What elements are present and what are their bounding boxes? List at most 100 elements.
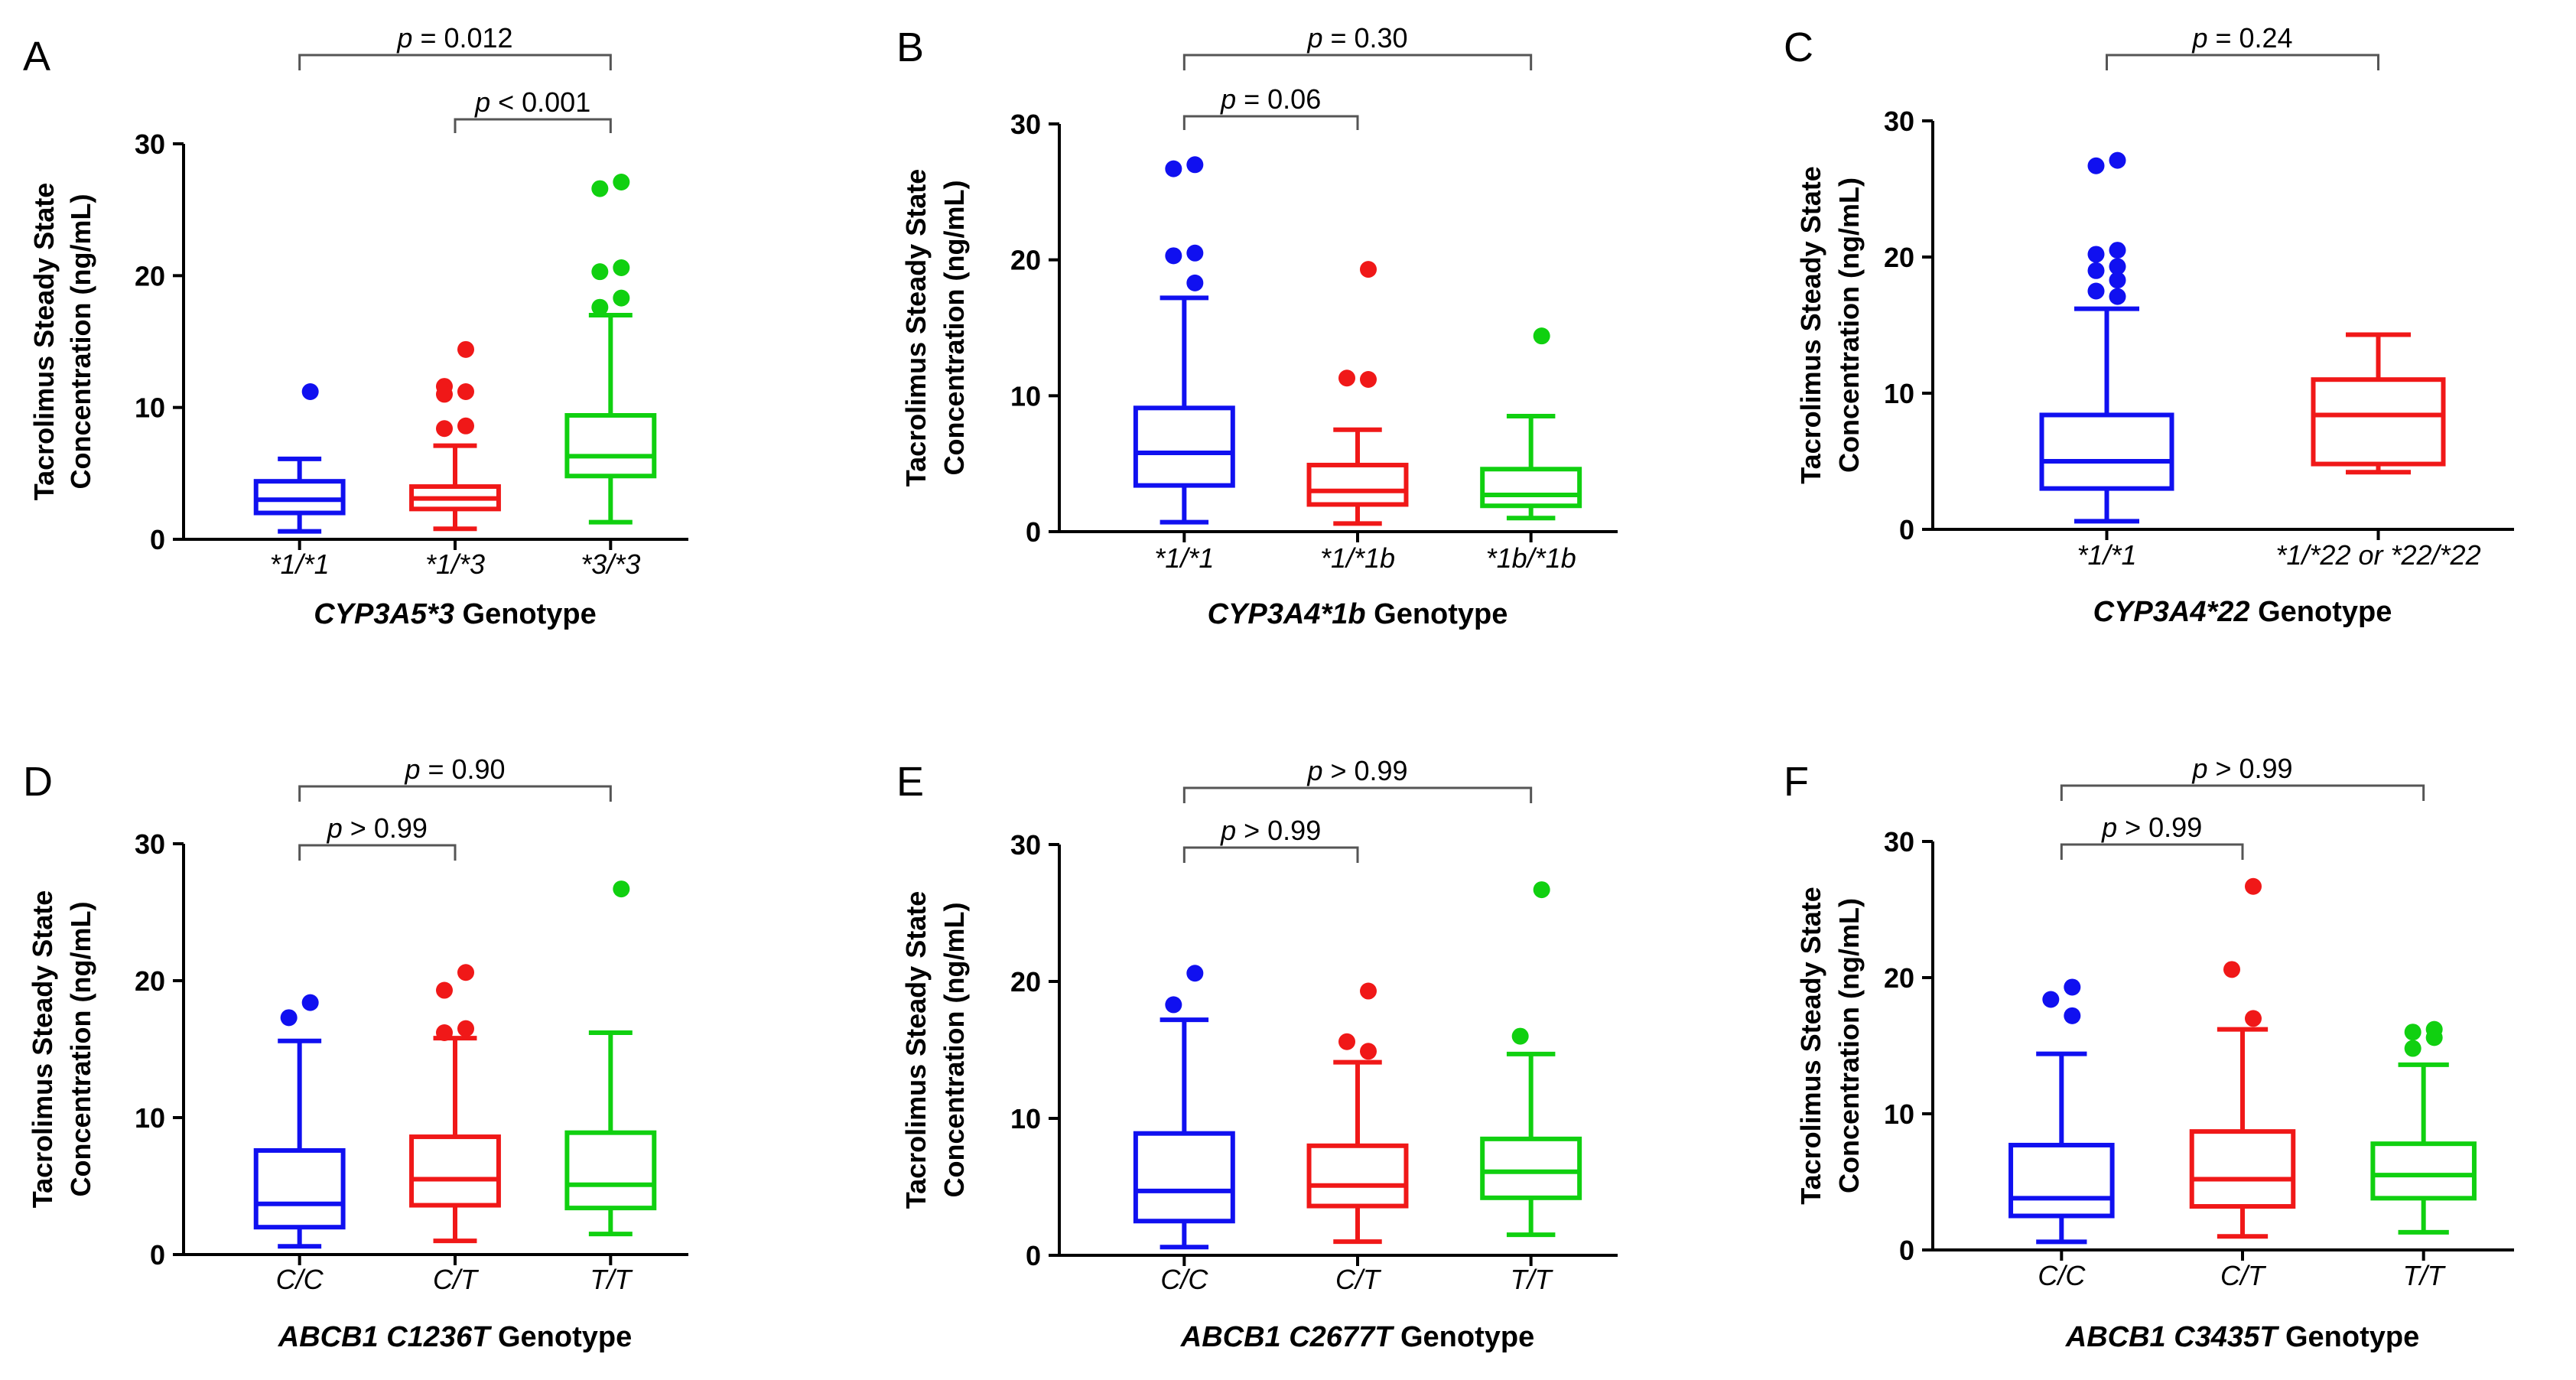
box-iqr: [253, 479, 346, 516]
x-axis-label-suffix: Genotype: [1366, 598, 1508, 630]
outlier-point: [1165, 247, 1182, 265]
y-axis-label: Concentration (ng/mL): [938, 181, 970, 476]
p-value: > 0.99: [2117, 812, 2202, 843]
box-iqr: [1133, 405, 1235, 488]
x-axis-label-suffix: Genotype: [2277, 1321, 2419, 1353]
x-tick-label: *3/*3: [581, 548, 640, 580]
x-axis-label-suffix: Genotype: [454, 598, 597, 630]
outlier-point: [457, 417, 474, 435]
outlier-point: [1165, 160, 1182, 177]
box-iqr: [2008, 1142, 2115, 1219]
panel-a: A Tacrolimus Steady State Concentration (n…: [23, 22, 688, 630]
y-tick-label: 20: [1884, 242, 1914, 273]
panel-letter: D: [23, 759, 53, 805]
panel-letter: A: [23, 34, 50, 80]
bracket-line: [454, 118, 612, 133]
outlier-point: [2087, 262, 2105, 279]
p-symbol: p: [474, 86, 490, 118]
p-symbol: p: [396, 22, 412, 54]
outlier-point: [2109, 272, 2126, 289]
outlier-point: [1186, 244, 1204, 262]
outlier-point: [1186, 156, 1204, 174]
significance-bracket: p = 0.30: [1182, 22, 1533, 70]
y-tick-label: 20: [135, 965, 165, 997]
y-axis-label: Concentration (ng/mL): [65, 902, 96, 1197]
y-tick-label: 10: [1010, 380, 1041, 412]
x-tick-label: T/T: [590, 1264, 633, 1295]
outlier-point: [2223, 961, 2240, 978]
outlier-point: [457, 964, 474, 981]
outlier-point: [1533, 327, 1550, 345]
x-tick-label: C/T: [1335, 1264, 1382, 1295]
p-value: = 0.06: [1236, 83, 1321, 115]
x-tick-label: *1b/*1b: [1486, 542, 1576, 574]
box-iqr: [409, 1134, 501, 1208]
outlier-point: [2404, 1040, 2422, 1057]
y-tick-label: 10: [135, 392, 165, 424]
x-axis-label-gene: ABCB1 C1236T: [278, 1321, 492, 1353]
significance-bracket: p = 0.24: [2106, 22, 2379, 70]
significance-bracket: p = 0.90: [298, 753, 612, 802]
outlier-point: [2425, 1029, 2443, 1046]
p-value: = 0.30: [1322, 22, 1407, 54]
x-axis-label: CYP3A4*22 Genotype: [2093, 596, 2392, 628]
panel-letter: C: [1784, 24, 1813, 70]
outlier-point: [2245, 1010, 2262, 1027]
p-symbol: p: [1306, 22, 1322, 54]
p-symbol: p: [2191, 753, 2207, 784]
y-axis-label: Concentration (ng/mL): [1833, 898, 1865, 1193]
significance-bracket: p > 0.99: [2060, 753, 2425, 801]
y-axis-label: Tacrolimus Steady State: [28, 183, 60, 500]
significance-bracket: p > 0.99: [1182, 755, 1533, 803]
x-axis-label: ABCB1 C1236T Genotype: [278, 1321, 632, 1353]
x-axis-label-suffix: Genotype: [1392, 1321, 1534, 1353]
y-axis-label: Concentration (ng/mL): [938, 903, 970, 1198]
x-tick-label: C/T: [433, 1264, 480, 1295]
box-iqr: [2370, 1141, 2477, 1201]
p-value-label: p > 0.99: [2191, 753, 2292, 784]
bracket-line: [298, 54, 612, 70]
box-iqr: [1133, 1131, 1235, 1224]
panel-b: B Tacrolimus Steady State Concentration (n…: [896, 22, 1618, 630]
y-tick-label: 20: [1010, 966, 1041, 998]
outlier-point: [591, 263, 609, 281]
y-tick-label: 30: [1884, 106, 1914, 137]
box-red: [2311, 332, 2446, 475]
x-axis-label-suffix: Genotype: [490, 1321, 632, 1353]
significance-bracket: p < 0.001: [454, 86, 612, 133]
outlier-point: [1186, 274, 1204, 291]
y-tick-label: 20: [135, 260, 165, 291]
y-axis-label: Concentration (ng/mL): [1833, 177, 1865, 473]
outlier-point: [436, 386, 453, 403]
y-tick-label: 10: [1884, 1098, 1914, 1130]
outlier-point: [1338, 369, 1355, 387]
p-value-label: p = 0.90: [404, 753, 505, 785]
x-tick-label: C/C: [276, 1264, 324, 1295]
significance-bracket: p > 0.99: [1182, 815, 1359, 863]
p-value: > 0.99: [343, 812, 428, 844]
y-tick-label: 10: [1884, 378, 1914, 409]
x-axis-label: ABCB1 C3435T Genotype: [2065, 1321, 2419, 1353]
bracket-line: [1182, 846, 1359, 863]
box-green: [2370, 1020, 2477, 1235]
x-axis-label-gene: CYP3A4*1b: [1208, 598, 1366, 630]
x-tick-label: C/T: [2220, 1260, 2267, 1291]
y-tick-label: 10: [135, 1102, 165, 1134]
box-blue: [2039, 151, 2174, 524]
bracket-line: [2106, 54, 2379, 70]
p-value-label: p > 0.99: [1220, 815, 1321, 846]
p-value: > 0.99: [1236, 815, 1321, 846]
x-tick-label: T/T: [1511, 1264, 1554, 1295]
outlier-point: [280, 1009, 298, 1027]
box-iqr: [564, 1130, 657, 1211]
box-blue: [1133, 156, 1235, 525]
box-iqr: [1480, 1136, 1582, 1200]
x-tick-label: C/C: [1160, 1264, 1208, 1295]
x-tick-label: *1/*3: [425, 548, 485, 580]
y-tick-label: 0: [150, 524, 165, 555]
box-iqr: [1480, 467, 1582, 509]
y-axis-label: Tacrolimus Steady State: [900, 891, 932, 1209]
y-tick-label: 20: [1010, 245, 1041, 276]
outlier-point: [457, 382, 474, 400]
box-iqr: [2189, 1129, 2296, 1209]
